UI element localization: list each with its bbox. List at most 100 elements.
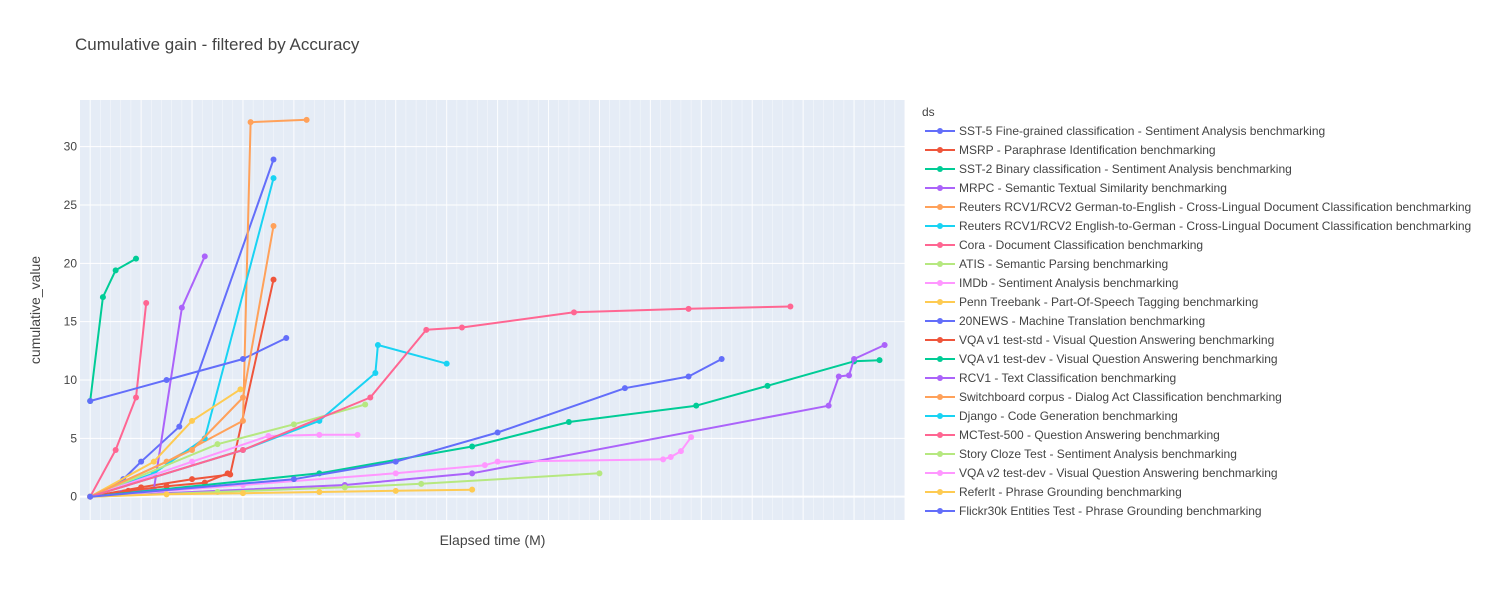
legend-swatch-marker bbox=[937, 394, 943, 400]
legend-item[interactable]: VQA v2 test-dev - Visual Question Answer… bbox=[925, 466, 1278, 480]
y-tick-label: 5 bbox=[70, 431, 77, 445]
y-tick-label: 0 bbox=[70, 490, 77, 504]
data-point bbox=[163, 377, 170, 383]
legend-swatch-marker bbox=[937, 185, 943, 191]
legend: ds SST-5 Fine-grained classification - S… bbox=[922, 105, 1471, 518]
data-point bbox=[667, 454, 674, 460]
legend-swatch-marker bbox=[937, 204, 943, 210]
legend-label: 20NEWS - Machine Translation benchmarkin… bbox=[959, 314, 1205, 328]
legend-item[interactable]: Story Cloze Test - Sentiment Analysis be… bbox=[925, 447, 1237, 461]
data-point bbox=[247, 119, 254, 126]
legend-label: Django - Code Generation benchmarking bbox=[959, 409, 1178, 423]
chart-title: Cumulative gain - filtered by Accuracy bbox=[75, 35, 360, 54]
legend-swatch-marker bbox=[937, 451, 943, 457]
data-point bbox=[290, 421, 297, 428]
legend-item[interactable]: VQA v1 test-dev - Visual Question Answer… bbox=[925, 352, 1278, 366]
data-point bbox=[845, 372, 852, 379]
legend-label: VQA v1 test-dev - Visual Question Answer… bbox=[959, 352, 1278, 366]
data-point bbox=[354, 431, 361, 438]
data-point bbox=[176, 423, 183, 430]
legend-label: RCV1 - Text Classification benchmarking bbox=[959, 371, 1176, 385]
legend-item[interactable]: SST-5 Fine-grained classification - Sent… bbox=[925, 124, 1325, 138]
legend-label: MRPC - Semantic Textual Similarity bench… bbox=[959, 181, 1227, 195]
data-point bbox=[677, 448, 684, 455]
data-point bbox=[316, 489, 323, 495]
legend-item[interactable]: SST-2 Binary classification - Sentiment … bbox=[925, 162, 1292, 176]
legend-item[interactable]: ReferIt - Phrase Grounding benchmarking bbox=[925, 485, 1182, 499]
data-point bbox=[787, 303, 794, 310]
legend-swatch-marker bbox=[937, 261, 943, 267]
legend-item[interactable]: Reuters RCV1/RCV2 English-to-German - Cr… bbox=[925, 219, 1471, 233]
y-tick-label: 15 bbox=[64, 315, 78, 329]
legend-label: Switchboard corpus - Dialog Act Classifi… bbox=[959, 390, 1282, 404]
data-point bbox=[660, 456, 667, 463]
x-axis-label: Elapsed time (M) bbox=[440, 532, 546, 548]
legend-item[interactable]: MCTest-500 - Question Answering benchmar… bbox=[925, 428, 1220, 442]
data-point bbox=[270, 175, 277, 182]
legend-item[interactable]: Flickr30k Entities Test - Phrase Groundi… bbox=[925, 504, 1262, 518]
data-point bbox=[112, 447, 119, 453]
data-point bbox=[876, 357, 883, 364]
legend-swatch-marker bbox=[937, 280, 943, 286]
legend-item[interactable]: RCV1 - Text Classification benchmarking bbox=[925, 371, 1176, 385]
legend-swatch-marker bbox=[937, 489, 943, 495]
y-tick-label: 30 bbox=[64, 140, 78, 154]
y-tick-label: 25 bbox=[64, 198, 78, 212]
data-point bbox=[688, 434, 695, 441]
data-point bbox=[87, 398, 94, 404]
data-point bbox=[163, 483, 170, 490]
data-point bbox=[316, 431, 323, 438]
data-point bbox=[392, 487, 399, 494]
legend-item[interactable]: Django - Code Generation benchmarking bbox=[925, 409, 1178, 423]
series-line bbox=[89, 305, 791, 498]
data-point bbox=[143, 300, 150, 306]
data-point bbox=[372, 370, 379, 376]
data-point bbox=[133, 255, 140, 262]
data-point bbox=[270, 156, 277, 163]
legend-item[interactable]: VQA v1 test-std - Visual Question Answer… bbox=[925, 333, 1274, 347]
data-point bbox=[189, 417, 196, 424]
data-point bbox=[239, 394, 246, 401]
series-group bbox=[87, 342, 888, 500]
data-point bbox=[133, 394, 140, 401]
data-point bbox=[303, 116, 310, 123]
legend-title: ds bbox=[922, 105, 935, 119]
legend-swatch-marker bbox=[937, 432, 943, 438]
data-point bbox=[239, 356, 246, 362]
legend-item[interactable]: IMDb - Sentiment Analysis benchmarking bbox=[925, 276, 1178, 290]
legend-item[interactable]: Penn Treebank - Part-Of-Speech Tagging b… bbox=[925, 295, 1258, 309]
data-point bbox=[362, 401, 369, 408]
data-point bbox=[341, 484, 348, 491]
legend-label: ReferIt - Phrase Grounding benchmarking bbox=[959, 485, 1182, 499]
data-point bbox=[87, 493, 94, 500]
data-point bbox=[481, 462, 488, 469]
legend-item[interactable]: ATIS - Semantic Parsing benchmarking bbox=[925, 257, 1168, 271]
legend-swatch-marker bbox=[937, 147, 943, 153]
legend-item[interactable]: Switchboard corpus - Dialog Act Classifi… bbox=[925, 390, 1282, 404]
data-point bbox=[685, 305, 692, 312]
legend-item[interactable]: Reuters RCV1/RCV2 German-to-English - Cr… bbox=[925, 200, 1471, 214]
data-point bbox=[270, 276, 277, 283]
legend-label: MCTest-500 - Question Answering benchmar… bbox=[959, 428, 1220, 442]
legend-item[interactable]: Cora - Document Classification benchmark… bbox=[925, 238, 1203, 252]
data-point bbox=[881, 342, 888, 348]
data-point bbox=[224, 470, 231, 477]
legend-item[interactable]: 20NEWS - Machine Translation benchmarkin… bbox=[925, 314, 1205, 328]
data-point bbox=[239, 417, 246, 424]
legend-swatch-marker bbox=[937, 242, 943, 248]
data-point bbox=[367, 394, 374, 401]
legend-item[interactable]: MRPC - Semantic Textual Similarity bench… bbox=[925, 181, 1227, 195]
series-line bbox=[89, 225, 275, 498]
data-point bbox=[764, 382, 771, 389]
legend-swatch-marker bbox=[937, 508, 943, 514]
series-group bbox=[87, 335, 290, 404]
data-point bbox=[693, 402, 700, 409]
data-point bbox=[189, 458, 196, 465]
data-point bbox=[494, 458, 501, 465]
legend-item[interactable]: MSRP - Paraphrase Identification benchma… bbox=[925, 143, 1216, 157]
y-axis-label: cumulative_value bbox=[27, 256, 43, 364]
data-point bbox=[392, 458, 399, 465]
legend-swatch-marker bbox=[937, 128, 943, 134]
